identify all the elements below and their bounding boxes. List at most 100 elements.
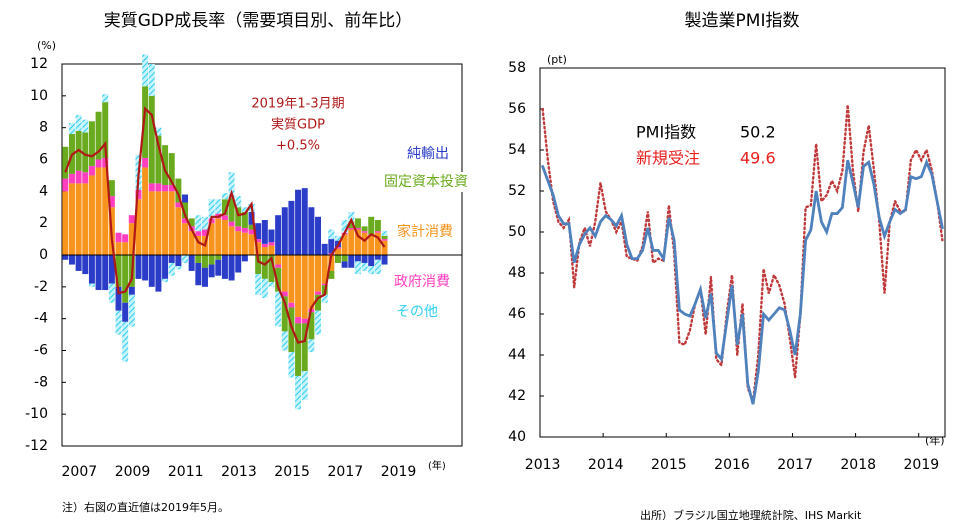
bar-segment [95,111,102,160]
bar-segment [248,212,255,225]
bar-segment [381,255,388,265]
bar-segment [82,172,89,184]
bar-segment [321,294,328,303]
x-tick-label: 2015 [651,457,687,473]
bar-segment [348,227,355,230]
bar-segment [168,191,175,255]
bar-segment [295,255,302,318]
bar-segment [361,231,368,233]
bar-segment [228,172,235,198]
bar-segment [354,261,361,275]
bar-segment [354,227,361,230]
bar-segment [142,167,149,255]
bar-segment [155,255,162,292]
bar-segment [241,207,248,213]
bar-segment [148,255,155,287]
y-tick-label: 50 [508,224,526,240]
bar-segment [168,184,175,192]
bar-segment [142,255,149,281]
last-value-label: 49.6 [740,149,776,168]
bar-segment [221,192,228,200]
bar-segment [88,121,95,166]
bar-segment [215,199,222,214]
bar-segment [268,282,275,287]
bar-segment [261,243,268,248]
gdp-line [64,106,386,344]
bar-segment [301,323,308,372]
bar-segment [162,278,169,283]
y-tick-label: 12 [30,56,48,72]
bar-segment [328,255,335,271]
bar-segment [88,283,95,287]
bar-segment [228,226,235,255]
bar-segment [281,291,288,297]
bar-segment [248,224,255,230]
bar-segment [122,255,129,303]
bar-segment [321,255,328,284]
bar-segment [215,218,222,255]
bar-segment [361,232,368,255]
bar-segment [68,183,75,255]
bar-segment [268,229,275,243]
chart-title: 実質GDP成長率（需要項目別、前年比） [104,11,413,31]
bar-segment [295,317,302,324]
bar-segment [315,255,322,292]
bar-segment [374,231,381,233]
x-tick-label: 2007 [62,464,98,480]
bar-segment [195,235,202,255]
bar-segment [188,231,195,255]
bar-segment [268,242,275,246]
bar-segment [268,255,275,283]
bar-segment [95,159,102,168]
bar-segment [288,302,295,308]
bar-segment [328,270,335,279]
bar-segment [142,86,149,158]
annotation: +0.5% [276,139,320,154]
bar-segment [275,215,282,255]
bar-segment [241,232,248,255]
bar-segment [68,173,75,184]
bar-segment [235,226,242,232]
bar-segment [75,170,82,184]
bar-segment [281,331,288,351]
bar-segment [115,242,122,255]
bar-segment [361,255,368,263]
bar-segment [102,102,109,158]
bar-segment [115,286,122,311]
bar-segment [102,255,109,291]
bar-segment [315,310,322,335]
bar-segment [221,199,228,216]
bar-segment [374,259,381,275]
bar-segment [328,229,335,240]
bar-segment [75,255,82,271]
bar-segment [102,167,109,255]
y-tick-label: 48 [508,265,526,281]
bar-segment [162,145,169,185]
x-tick-label: 2011 [168,464,204,480]
bar-segment [221,219,228,255]
x-tick-label: 2013 [525,457,561,473]
bar-segment [168,262,175,276]
bar-segment [82,119,89,133]
bar-segment [295,189,302,255]
bar-segment [221,215,228,220]
bar-segment [201,229,208,236]
x-tick-label: 2017 [777,457,813,473]
legend-label: 固定資本投資 [384,172,468,192]
bar-segment [295,375,302,410]
bar-segment [182,202,189,219]
x-unit: (年) [428,459,446,472]
bar-segment [255,223,262,240]
bar-segment [135,189,142,200]
last-value-label: 50.2 [740,123,776,142]
series-line [541,158,944,405]
bar-segment [62,178,69,192]
bar-segment [348,221,355,228]
y-tick-label: 58 [508,60,526,76]
bar-segment [221,255,228,279]
legend-label: 政府消費 [384,272,460,292]
bar-segment [354,255,361,262]
bar-segment [368,255,375,267]
bar-segment [162,184,169,192]
bar-segment [122,234,129,243]
